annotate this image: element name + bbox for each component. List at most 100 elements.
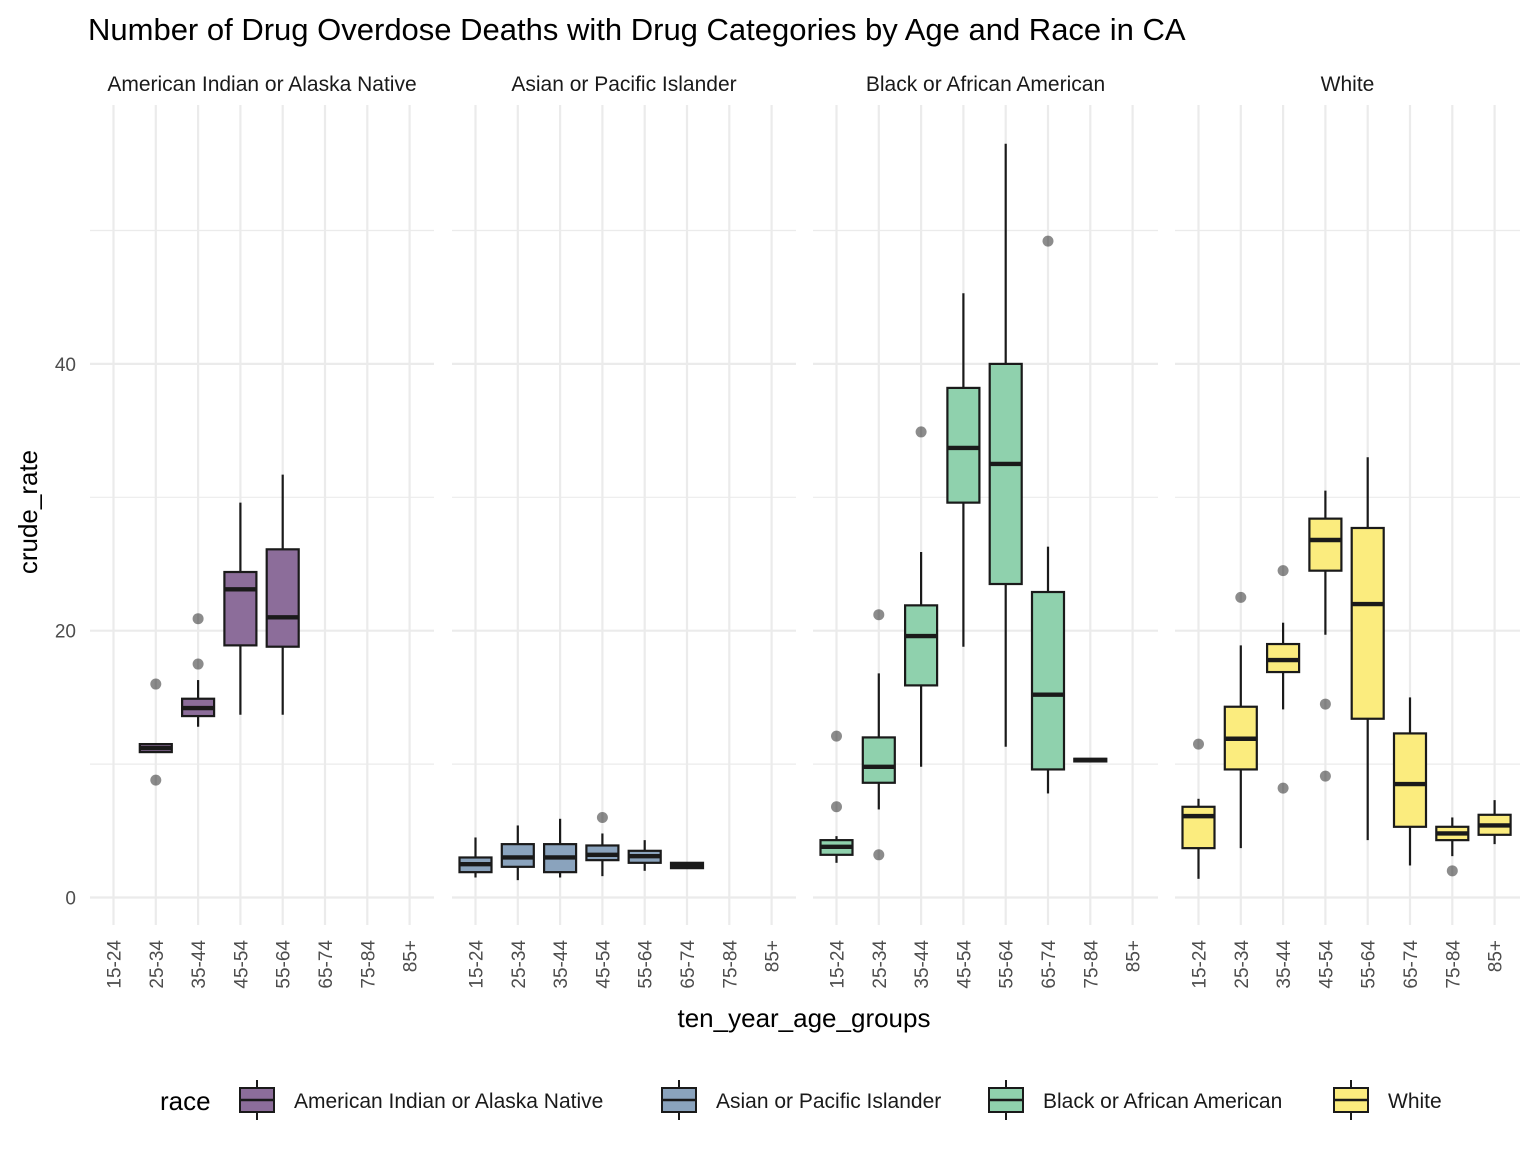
facet-strip-label: American Indian or Alaska Native: [107, 73, 416, 96]
x-tick-label: 75-84: [1081, 940, 1102, 989]
facet-panel: American Indian or Alaska Native 15-24 25-…: [90, 73, 434, 989]
x-tick-label: 65-74: [316, 940, 337, 989]
box-15-24: [1181, 738, 1216, 879]
box-55-64: [1350, 457, 1385, 841]
x-tick-label: 15-24: [467, 940, 488, 989]
x-tick-label: 55-64: [997, 940, 1018, 989]
outlier-point: [873, 609, 885, 621]
box-25-34: [138, 678, 173, 786]
box-25-34: [500, 825, 535, 881]
x-tick-label: 55-64: [636, 940, 657, 989]
box-75-84: [1073, 757, 1108, 763]
box-iqr: [1308, 517, 1343, 572]
box-55-64: [265, 474, 300, 715]
x-tick-label: 85+: [401, 940, 422, 972]
outlier-point: [1193, 738, 1204, 750]
box-65-74: [1030, 235, 1066, 794]
box-85+: [1477, 800, 1512, 845]
facet-strip-label: White: [1321, 73, 1375, 96]
x-tick-label: 75-84: [358, 940, 379, 989]
legend-label: White: [1388, 1090, 1442, 1113]
facets: 0 20 40 American Indian or Alaska Native 15-…: [55, 73, 1520, 989]
box-15-24: [819, 730, 854, 863]
outlier-point: [1319, 698, 1331, 710]
legend-item: White: [1333, 1080, 1442, 1120]
legend-item: Black or African American: [988, 1080, 1282, 1120]
legend-label: American Indian or Alaska Native: [294, 1090, 603, 1113]
x-tick-label: 15-24: [1190, 940, 1211, 989]
box-55-64: [988, 143, 1023, 747]
x-tick-label: 45-54: [954, 940, 975, 989]
outlier-point: [1277, 565, 1289, 577]
box-iqr: [861, 736, 896, 784]
box-25-34: [1223, 591, 1258, 849]
outlier-point: [596, 811, 608, 823]
outlier-point: [831, 730, 842, 742]
facet-panel: Asian or Pacific Islander 15-24 25-34 35-44…: [452, 73, 796, 989]
legend: race American Indian or Alaska Native Asi…: [160, 1080, 1442, 1120]
x-tick-label: 45-54: [1316, 940, 1337, 989]
box-45-54: [1308, 490, 1343, 782]
facet-panel: Black or African American 15-24 25-34 35-44…: [813, 73, 1158, 989]
legend-title: race: [160, 1086, 211, 1116]
legend-item: American Indian or Alaska Native: [239, 1080, 603, 1120]
legend-item: Asian or Pacific Islander: [661, 1080, 941, 1120]
x-tick-label: 75-84: [720, 940, 741, 989]
box-45-54: [223, 502, 258, 715]
outlier-point: [150, 774, 162, 786]
box-iqr: [1181, 805, 1216, 850]
x-tick-label: 45-54: [231, 940, 252, 989]
x-tick-label: 25-34: [870, 940, 891, 989]
x-tick-label: 55-64: [1359, 940, 1380, 989]
x-tick-label: 85+: [1124, 940, 1145, 972]
box-iqr: [265, 548, 300, 648]
x-tick-label: 25-34: [1232, 940, 1253, 989]
x-tick-label: 55-64: [274, 940, 295, 989]
box-35-44: [1265, 565, 1301, 794]
outlier-point: [1235, 591, 1247, 603]
x-tick-label: 85+: [1486, 940, 1507, 972]
x-tick-label: 35-44: [1274, 940, 1295, 989]
x-tick-label: 25-34: [147, 940, 168, 989]
box-iqr: [903, 604, 939, 687]
x-tick-label: 15-24: [105, 940, 126, 989]
box-iqr: [988, 362, 1023, 586]
x-tick-label: 65-74: [678, 940, 699, 989]
box-25-34: [861, 609, 896, 861]
facet-panel: White 15-24 25-34 35-44 45-54 55-64 65-74 75-84…: [1175, 73, 1520, 989]
box-iqr: [1350, 526, 1385, 720]
facet-strip-label: Asian or Pacific Islander: [511, 73, 736, 96]
chart-title: Number of Drug Overdose Deaths with Drug…: [88, 12, 1186, 47]
x-tick-label: 15-24: [828, 940, 849, 989]
box-iqr: [1392, 732, 1428, 828]
box-45-54: [946, 293, 981, 647]
box-65-74: [669, 861, 705, 870]
box-iqr: [223, 570, 258, 647]
box-45-54: [585, 811, 620, 877]
x-tick-label: 85+: [763, 940, 784, 972]
x-tick-label: 45-54: [593, 940, 614, 989]
box-75-84: [1435, 817, 1470, 877]
outlier-point: [1446, 865, 1458, 877]
outlier-point: [1319, 770, 1331, 782]
x-tick-label: 65-74: [1401, 940, 1422, 989]
x-tick-label: 35-44: [551, 940, 572, 989]
y-tick-label: 40: [55, 355, 76, 376]
outlier-point: [150, 678, 162, 690]
y-axis-title: crude_rate: [13, 450, 43, 574]
outlier-point: [831, 801, 842, 813]
x-tick-label: 35-44: [912, 940, 933, 989]
box-35-44: [903, 426, 939, 767]
x-tick-label: 25-34: [509, 940, 530, 989]
x-axis-title: ten_year_age_groups: [678, 1003, 931, 1033]
legend-label: Black or African American: [1043, 1090, 1282, 1113]
outlier-point: [192, 613, 204, 625]
x-tick-label: 75-84: [1443, 940, 1464, 989]
box-35-44: [181, 613, 216, 727]
box-65-74: [1392, 697, 1428, 866]
box-55-64: [627, 840, 662, 871]
box-15-24: [458, 837, 493, 878]
outlier-point: [1277, 782, 1289, 794]
outlier-point: [192, 658, 204, 670]
